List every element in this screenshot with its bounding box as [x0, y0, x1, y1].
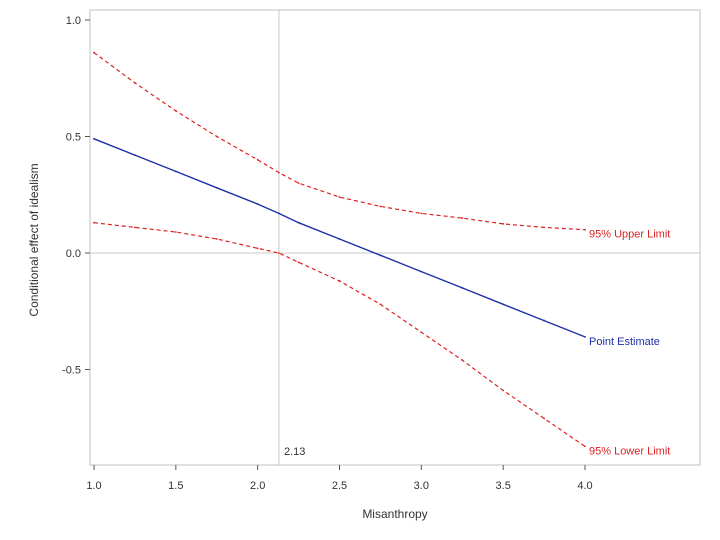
x-tick-label: 3.0: [414, 480, 429, 492]
series-point: [278, 171, 280, 174]
series-point: [502, 222, 505, 225]
series-point: [379, 303, 382, 306]
series-group: 95% Upper Limit Point Estimate 95% Lower L…: [93, 51, 670, 457]
series-point: [174, 109, 177, 112]
series-label-1: Point Estimate: [589, 336, 660, 348]
series-point: [278, 252, 280, 254]
series-point: [461, 359, 464, 362]
series-point: [215, 238, 218, 240]
series-point: [584, 445, 586, 448]
series-point: [420, 331, 423, 334]
y-tick-label: -0.5: [62, 365, 81, 377]
series-point: [215, 186, 218, 189]
series-point: [297, 261, 300, 264]
series-point: [93, 137, 95, 140]
series-point: [584, 335, 586, 338]
series-point: [256, 158, 259, 161]
series-point: [338, 280, 341, 282]
x-tick-label: 2.5: [332, 480, 347, 492]
series-point: [174, 231, 177, 233]
transition-point-label: 2.13: [284, 446, 305, 458]
series-point: [338, 238, 341, 240]
series-point: [502, 389, 505, 392]
y-tick-label: 0.0: [66, 248, 81, 260]
series-point: [379, 205, 382, 208]
series-point: [461, 287, 464, 289]
series-point: [584, 228, 586, 231]
series-label-0: 95% Upper Limit: [589, 229, 670, 241]
series-point: [420, 270, 423, 273]
series-point: [134, 226, 136, 229]
series-point: [215, 135, 218, 138]
series-point: [338, 196, 341, 198]
series-point: [543, 319, 545, 322]
reference-lines: 2.13: [90, 10, 700, 465]
x-tick-label: 1.0: [86, 480, 101, 492]
series-point: [93, 221, 95, 224]
y-axis: 1.0 0.5 0.0 -0.5: [62, 15, 90, 377]
x-tick-label: 1.5: [168, 480, 183, 492]
x-tick-label: 3.5: [496, 480, 511, 492]
series-point: [134, 82, 136, 84]
series-point: [134, 154, 136, 157]
series-point: [461, 217, 464, 219]
series-point: [278, 212, 280, 215]
series-point: [174, 170, 177, 173]
x-axis-title: Misanthropy: [362, 507, 427, 521]
x-axis: 1.0 1.5 2.0 2.5 3.0 3.5 4.0: [86, 465, 593, 492]
series-point: [543, 417, 545, 420]
series-point: [256, 247, 259, 250]
y-tick-label: 1.0: [66, 15, 81, 27]
series-label-2: 95% Lower Limit: [589, 445, 670, 457]
series-point: [93, 51, 95, 54]
series-point: [297, 182, 300, 185]
series-line-2: [93, 222, 586, 447]
y-axis-title: Conditional effect of idealism: [27, 163, 41, 316]
series-line-0: [93, 52, 586, 231]
series-line-1: [93, 138, 586, 338]
series-point: [256, 203, 259, 205]
plot-frame: [89, 9, 701, 466]
x-tick-label: 4.0: [577, 480, 592, 492]
series-point: [297, 221, 300, 224]
series-point: [379, 254, 382, 257]
series-point: [543, 226, 545, 229]
y-tick-label: 0.5: [66, 132, 81, 144]
series-point: [502, 303, 505, 306]
x-tick-label: 2.0: [250, 480, 265, 492]
series-point: [420, 212, 423, 215]
